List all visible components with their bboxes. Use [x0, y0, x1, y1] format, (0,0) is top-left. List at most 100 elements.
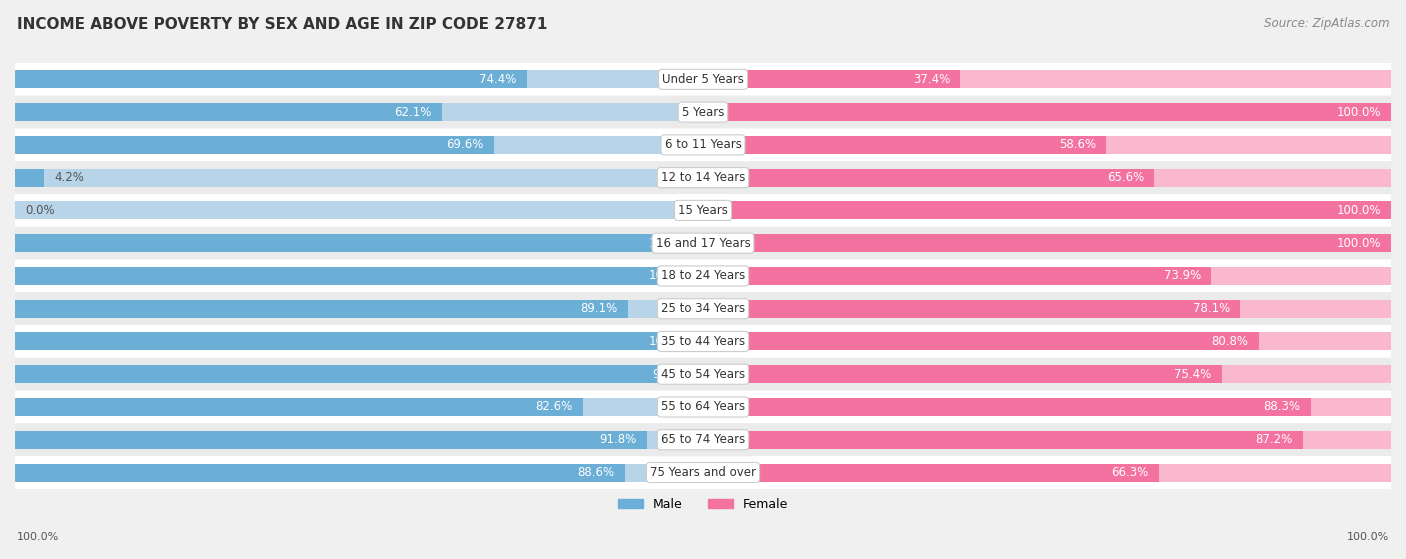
Bar: [15, 333, 703, 350]
Text: 5 Years: 5 Years: [682, 106, 724, 119]
Text: 88.3%: 88.3%: [1263, 400, 1301, 414]
Bar: [15, 201, 703, 220]
Text: 66.3%: 66.3%: [1112, 466, 1149, 479]
Bar: [703, 300, 1240, 318]
Bar: [15, 234, 703, 252]
Text: 0.0%: 0.0%: [25, 204, 55, 217]
Text: 100.0%: 100.0%: [1347, 532, 1389, 542]
Bar: [15, 169, 44, 187]
Bar: [15, 300, 703, 318]
Bar: [703, 136, 1107, 154]
Bar: [703, 103, 1391, 121]
Text: 100.0%: 100.0%: [648, 236, 693, 250]
FancyBboxPatch shape: [15, 63, 1391, 96]
Text: 100.0%: 100.0%: [648, 269, 693, 282]
Bar: [15, 267, 703, 285]
Bar: [15, 431, 647, 449]
Bar: [703, 234, 1391, 252]
Text: INCOME ABOVE POVERTY BY SEX AND AGE IN ZIP CODE 27871: INCOME ABOVE POVERTY BY SEX AND AGE IN Z…: [17, 17, 547, 32]
Bar: [703, 267, 1212, 285]
FancyBboxPatch shape: [15, 391, 1391, 423]
Bar: [703, 365, 1222, 383]
Text: 12 to 14 Years: 12 to 14 Years: [661, 171, 745, 184]
Bar: [703, 398, 1391, 416]
Text: 89.1%: 89.1%: [581, 302, 617, 315]
FancyBboxPatch shape: [15, 129, 1391, 162]
FancyBboxPatch shape: [15, 227, 1391, 259]
FancyBboxPatch shape: [15, 358, 1391, 391]
Text: 100.0%: 100.0%: [1336, 204, 1381, 217]
Text: 65.6%: 65.6%: [1107, 171, 1144, 184]
Bar: [15, 398, 703, 416]
Text: 65 to 74 Years: 65 to 74 Years: [661, 433, 745, 446]
Bar: [703, 300, 1391, 318]
Bar: [703, 431, 1391, 449]
Bar: [15, 234, 703, 252]
Text: 37.4%: 37.4%: [912, 73, 950, 86]
Text: 100.0%: 100.0%: [648, 335, 693, 348]
Text: 91.8%: 91.8%: [599, 433, 637, 446]
Bar: [15, 103, 703, 121]
Bar: [15, 136, 494, 154]
Text: 45 to 54 Years: 45 to 54 Years: [661, 368, 745, 381]
Bar: [703, 463, 1391, 481]
Bar: [15, 365, 700, 383]
Text: 4.2%: 4.2%: [55, 171, 84, 184]
FancyBboxPatch shape: [15, 96, 1391, 129]
Bar: [15, 267, 703, 285]
Text: 100.0%: 100.0%: [1336, 236, 1381, 250]
Text: 99.5%: 99.5%: [652, 368, 689, 381]
Bar: [15, 463, 703, 481]
Text: 6 to 11 Years: 6 to 11 Years: [665, 139, 741, 151]
Text: 69.6%: 69.6%: [446, 139, 484, 151]
Text: 75.4%: 75.4%: [1174, 368, 1212, 381]
Text: 16 and 17 Years: 16 and 17 Years: [655, 236, 751, 250]
Text: 73.9%: 73.9%: [1164, 269, 1201, 282]
Bar: [15, 103, 443, 121]
Bar: [703, 463, 1159, 481]
Bar: [703, 136, 1391, 154]
FancyBboxPatch shape: [15, 292, 1391, 325]
FancyBboxPatch shape: [15, 194, 1391, 227]
FancyBboxPatch shape: [15, 456, 1391, 489]
FancyBboxPatch shape: [15, 325, 1391, 358]
Text: 35 to 44 Years: 35 to 44 Years: [661, 335, 745, 348]
Text: 15 Years: 15 Years: [678, 204, 728, 217]
Bar: [15, 365, 703, 383]
Text: 18 to 24 Years: 18 to 24 Years: [661, 269, 745, 282]
Text: 100.0%: 100.0%: [1336, 106, 1381, 119]
Text: 80.8%: 80.8%: [1212, 335, 1249, 348]
Text: 78.1%: 78.1%: [1192, 302, 1230, 315]
Bar: [703, 398, 1310, 416]
Text: 25 to 34 Years: 25 to 34 Years: [661, 302, 745, 315]
Bar: [15, 398, 583, 416]
Bar: [703, 70, 960, 88]
Legend: Male, Female: Male, Female: [613, 493, 793, 516]
Text: Source: ZipAtlas.com: Source: ZipAtlas.com: [1264, 17, 1389, 30]
Bar: [15, 463, 624, 481]
FancyBboxPatch shape: [15, 259, 1391, 292]
Text: 74.4%: 74.4%: [479, 73, 516, 86]
Bar: [703, 169, 1391, 187]
Bar: [703, 365, 1391, 383]
Bar: [703, 431, 1303, 449]
Bar: [15, 169, 703, 187]
Bar: [703, 169, 1154, 187]
Bar: [703, 70, 1391, 88]
Text: 75 Years and over: 75 Years and over: [650, 466, 756, 479]
Bar: [703, 103, 1391, 121]
Bar: [15, 136, 703, 154]
FancyBboxPatch shape: [15, 162, 1391, 194]
Text: Under 5 Years: Under 5 Years: [662, 73, 744, 86]
Bar: [15, 431, 703, 449]
Bar: [15, 300, 628, 318]
Bar: [703, 333, 1258, 350]
Bar: [703, 267, 1391, 285]
Bar: [15, 70, 703, 88]
Text: 58.6%: 58.6%: [1059, 139, 1095, 151]
Bar: [703, 234, 1391, 252]
Text: 62.1%: 62.1%: [395, 106, 432, 119]
Text: 100.0%: 100.0%: [17, 532, 59, 542]
Text: 88.6%: 88.6%: [576, 466, 614, 479]
Text: 82.6%: 82.6%: [536, 400, 574, 414]
